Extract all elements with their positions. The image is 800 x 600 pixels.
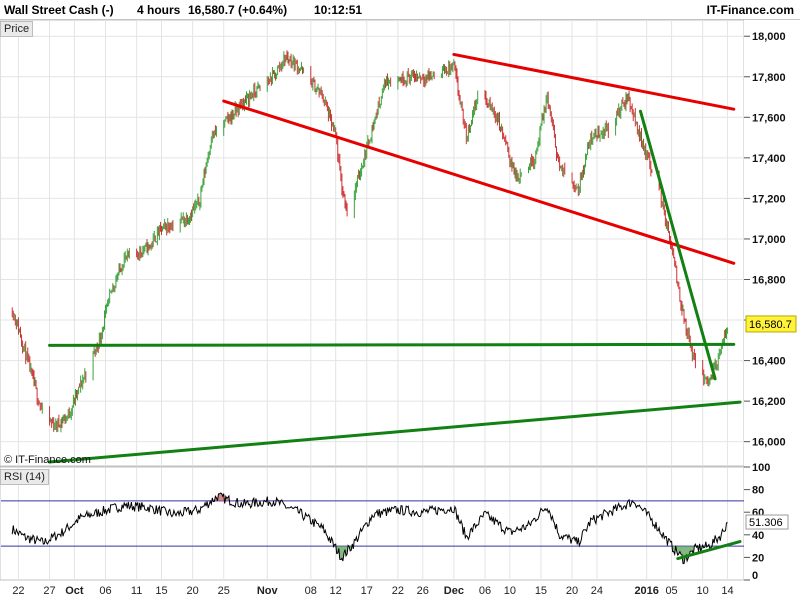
symbol-name: Wall Street Cash (-) [4,3,114,17]
trendline-upper-channel [452,52,736,111]
current-price-marker [745,315,797,333]
x-tick-label: 11 [131,585,142,597]
current-rsi-marker [745,514,789,530]
x-tick-label: 2016 [634,585,658,597]
y-tick-label: 17,400 [752,153,786,165]
trendline-rising-support [48,400,742,464]
x-tick-label: 15 [535,585,547,597]
x-tick-label: 20 [566,585,578,597]
x-tick-label: 25 [218,585,230,597]
rsi-series [1,492,744,565]
current-price-label: 16,580.7 [749,319,792,331]
x-tick-label: 05 [665,585,677,597]
x-tick-label: 24 [591,585,603,597]
x-tick-label: 22 [12,585,24,597]
current-value-markers: 16,580.7 51.306 [745,315,797,530]
x-tick-label: 17 [361,585,373,597]
x-tick-label: Dec [444,585,464,597]
timestamp: 10:12:51 [314,3,363,17]
y-tick-label: 18,000 [752,31,786,43]
y-tick-label: 17,200 [752,193,786,205]
x-tick-label: 22 [392,585,404,597]
rsi-trendline [676,540,742,561]
y-tick-label: 17,000 [752,234,786,246]
rsi-line [11,492,728,565]
y-tick-label: 17,600 [752,112,786,124]
rsi-y-tick-label: 0 [752,570,758,582]
x-tick-label: 15 [155,585,167,597]
rsi-y-tick-label: 100 [752,462,770,474]
y-tick-label: 17,800 [752,72,786,84]
x-tick-label: 20 [186,585,198,597]
trendline-horizontal-support [48,342,736,347]
x-tick-label: Oct [65,585,84,597]
price-axis: 16,00016,20016,40016,60016,80017,00017,2… [744,20,800,466]
trendlines [48,52,742,464]
rsi-panel-label: RSI (14) [0,469,49,485]
copyright-text: © IT-Finance.com [4,454,91,466]
time-axis: 22 27 Oct 06 11 15 20 25 Nov 08 12 17 22 26 Dec 06 10 15 2… [12,585,733,597]
y-tick-label: 16,000 [752,437,786,449]
price-panel-label: Price [0,21,34,37]
price-axis-bg [744,20,800,466]
x-tick-label: 10 [504,585,516,597]
rsi-y-tick-label: 80 [752,485,764,497]
x-tick-label: 27 [43,585,55,597]
y-tick-label: 16,400 [752,356,786,368]
x-tick-label: 14 [721,585,733,597]
x-tick-label: 26 [417,585,429,597]
x-tick-label: 08 [305,585,317,597]
timeframe-label: 4 hours [137,3,181,17]
candlestick-series [11,50,729,433]
trendline-lower-channel [222,99,736,265]
x-tick-label: 06 [479,585,491,597]
trendline-steep-downtrend [638,109,717,381]
y-tick-label: 16,800 [752,274,786,286]
rsi-y-tick-label: 20 [752,552,764,564]
rsi-panel-frame [0,466,745,581]
y-tick-label: 16,200 [752,396,786,408]
x-tick-label: 10 [697,585,709,597]
x-tick-label: 06 [99,585,111,597]
current-rsi-label: 51.306 [749,517,783,529]
price-change: 16,580.7 (+0.64%) [188,3,288,17]
site-brand: IT-Finance.com [706,3,794,17]
x-tick-label: Nov [257,585,279,597]
price-panel-frame [0,19,745,467]
x-tick-label: 12 [330,585,342,597]
vertical-gridlines [17,21,729,580]
rsi-y-tick-label: 40 [752,530,764,542]
